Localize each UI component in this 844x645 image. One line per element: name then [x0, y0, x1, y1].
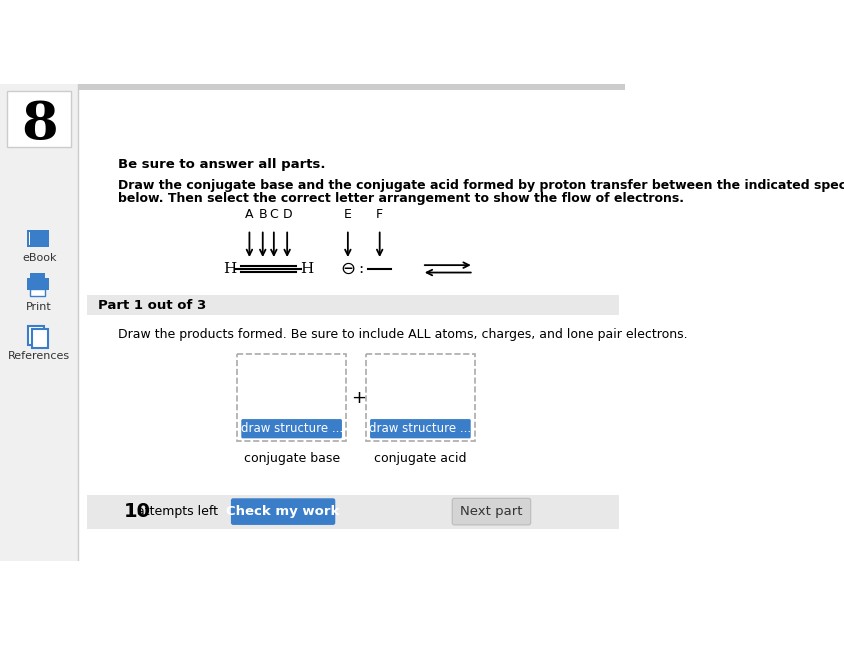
Text: Draw the products formed. Be sure to include ALL atoms, charges, and lone pair e: Draw the products formed. Be sure to inc… — [118, 328, 688, 341]
Text: Next part: Next part — [460, 505, 522, 518]
Bar — [78, 84, 625, 90]
Text: F: F — [376, 208, 383, 221]
Text: E: E — [344, 208, 352, 221]
Text: Draw the conjugate base and the conjugate acid formed by proton transfer between: Draw the conjugate base and the conjugat… — [118, 179, 844, 192]
Bar — [27, 279, 49, 290]
Text: Print: Print — [26, 302, 52, 312]
Text: 10: 10 — [123, 502, 150, 521]
Text: +: + — [351, 389, 365, 406]
Text: A: A — [245, 208, 254, 221]
Bar — [237, 354, 346, 441]
Text: eBook: eBook — [22, 253, 57, 263]
Text: draw structure ...: draw structure ... — [241, 422, 343, 435]
Bar — [87, 495, 619, 529]
Text: conjugate acid: conjugate acid — [374, 451, 467, 464]
Text: conjugate base: conjugate base — [244, 451, 339, 464]
Text: ⊖: ⊖ — [340, 260, 355, 278]
Bar — [28, 326, 45, 345]
Text: B: B — [258, 208, 267, 221]
Text: C: C — [269, 208, 279, 221]
Bar — [29, 232, 30, 245]
Text: Check my work: Check my work — [226, 505, 340, 518]
Bar — [30, 289, 45, 296]
Text: 8: 8 — [21, 99, 57, 150]
Bar — [0, 84, 78, 561]
Text: References: References — [8, 351, 70, 361]
Text: attempts left: attempts left — [137, 505, 218, 518]
Bar — [87, 295, 619, 315]
Bar — [365, 354, 475, 441]
Text: D: D — [283, 208, 292, 221]
Bar — [30, 273, 45, 280]
FancyBboxPatch shape — [241, 419, 342, 439]
Text: Be sure to answer all parts.: Be sure to answer all parts. — [118, 158, 326, 171]
Text: H: H — [223, 262, 236, 276]
Text: Part 1 out of 3: Part 1 out of 3 — [99, 299, 207, 312]
Text: :: : — [358, 262, 364, 276]
FancyBboxPatch shape — [452, 499, 531, 525]
Bar — [27, 230, 49, 248]
FancyBboxPatch shape — [8, 91, 71, 148]
Text: H: H — [300, 262, 314, 276]
Text: draw structure ...: draw structure ... — [370, 422, 472, 435]
FancyBboxPatch shape — [370, 419, 471, 439]
Bar — [32, 329, 48, 348]
Text: below. Then select the correct letter arrangement to show the flow of electrons.: below. Then select the correct letter ar… — [118, 192, 684, 205]
FancyBboxPatch shape — [231, 499, 335, 525]
